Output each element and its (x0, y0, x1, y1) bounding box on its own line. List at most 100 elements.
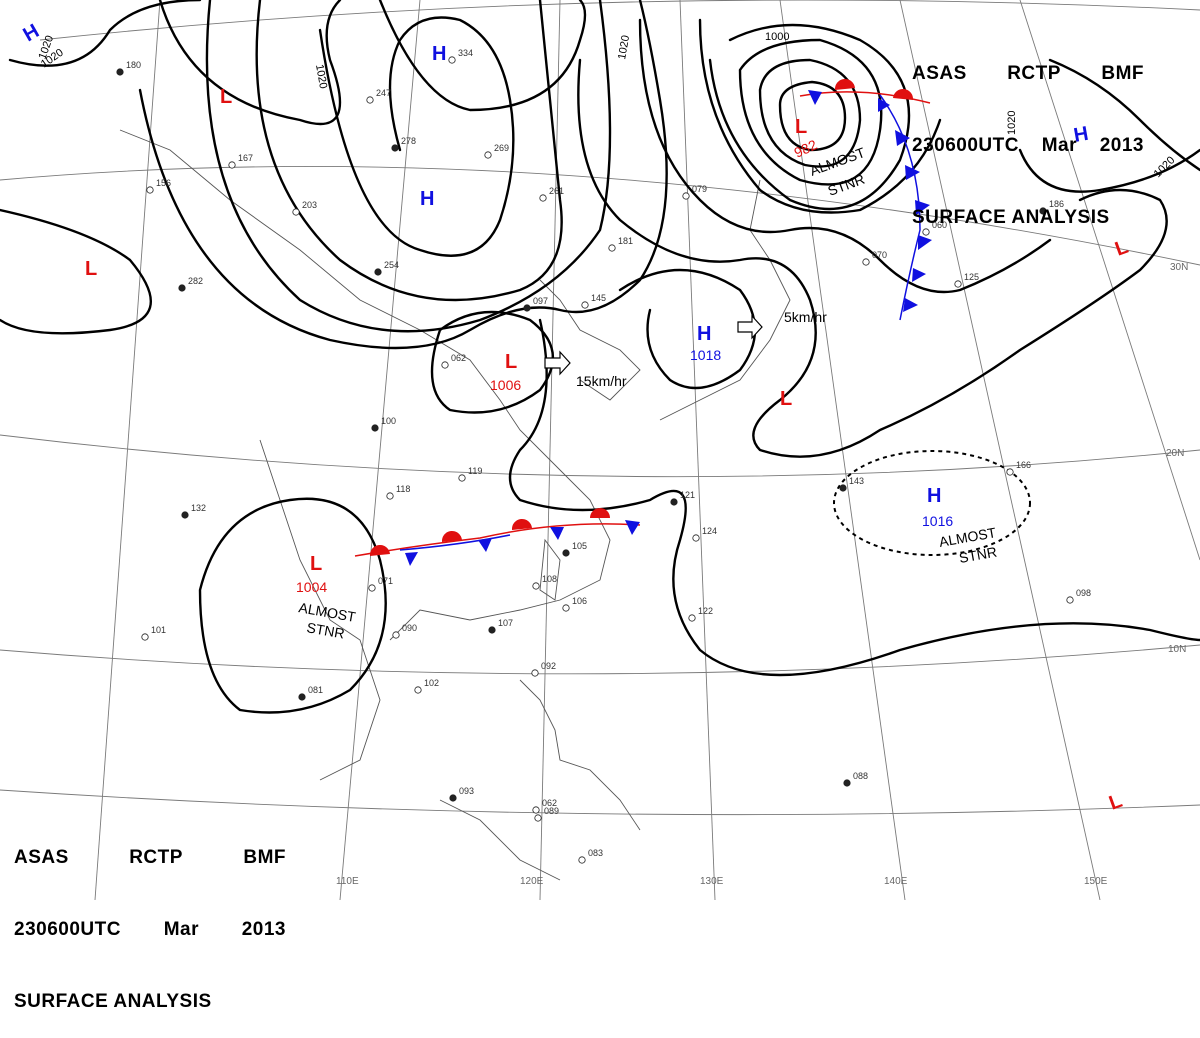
isobar (1018, 148, 1200, 193)
station-pressure-value: 098 (1076, 588, 1091, 598)
station-pressure-value: 121 (680, 490, 695, 500)
station-marker (116, 68, 124, 76)
station-marker (862, 258, 870, 266)
station-marker (368, 584, 376, 592)
surface-analysis-map: 1020 1020 1020 1000 1020 1020 H H H H H … (0, 0, 1200, 900)
station-pressure-value: 108 (542, 574, 557, 584)
warm-front-symbol (511, 518, 532, 530)
isobar-label: 1020 (313, 63, 329, 89)
station-marker (578, 856, 586, 864)
cold-front-symbol (808, 90, 822, 105)
station-marker (534, 814, 542, 822)
isobar (577, 58, 1168, 458)
isobar (778, 80, 847, 152)
low-pressure-center: L (780, 388, 792, 410)
coastline-korea (539, 279, 641, 401)
cold-front-symbol (625, 520, 640, 535)
occluded-front (799, 78, 932, 321)
isobar (138, 0, 668, 350)
station-plots: 180 167 156 282 203 247 278 334 269 254 261 181 097 1… (116, 48, 1091, 864)
station-marker (228, 161, 236, 169)
isobar (0, 208, 153, 335)
station-marker (488, 626, 496, 634)
station-marker (682, 192, 690, 200)
station-pressure-value: 081 (308, 685, 323, 695)
station-marker (414, 686, 422, 694)
low-pressure-value: 982 (792, 136, 820, 160)
header-year: 2013 (1099, 135, 1144, 156)
station-pressure-value: 261 (549, 186, 564, 196)
low-pressure-center: L (220, 86, 232, 108)
station-marker (922, 228, 930, 236)
station-pressure-value: 097 (533, 296, 548, 306)
station-pressure-value: 107 (498, 618, 513, 628)
front-line-cold (399, 534, 511, 551)
warm-front-symbol (441, 530, 462, 542)
station-pressure-value: 105 (572, 541, 587, 551)
station-marker (146, 186, 154, 194)
isobar (198, 497, 387, 714)
isobar-label: 1020 (616, 34, 632, 60)
station-marker (1006, 468, 1014, 476)
cold-front-symbol (918, 235, 932, 250)
latitude-line-10n (0, 644, 1200, 675)
station-marker (539, 194, 547, 202)
latitude-label: 20N (1166, 448, 1184, 459)
station-marker (371, 424, 379, 432)
coastline-indochina (259, 439, 381, 781)
station-pressure-value: 180 (126, 60, 141, 70)
high-pressure-center: H (420, 188, 434, 210)
isobar (638, 18, 1052, 294)
motion-speed-label: 5km/hr (784, 309, 827, 325)
isobar (758, 58, 862, 168)
stationary-front (354, 508, 641, 566)
motion-speed-label: 15km/hr (576, 373, 627, 389)
station-marker (532, 582, 540, 590)
station-pressure-value: 089 (544, 806, 559, 816)
longitude-line-130e (679, 0, 716, 900)
header-month: Mar (163, 919, 199, 940)
isobar (205, 0, 612, 333)
header-title: SURFACE ANALYSIS (912, 207, 1110, 228)
header-year: 2013 (241, 919, 286, 940)
isobar-label: 1020 (1006, 111, 1018, 135)
station-marker (562, 549, 570, 557)
front-line (354, 523, 641, 557)
isobar (8, 0, 202, 67)
isobar (618, 268, 757, 390)
station-pressure-value: 100 (381, 416, 396, 426)
longitude-label: 140E (884, 876, 908, 887)
station-pressure-value: 125 (964, 272, 979, 282)
header-agency: ASAS (912, 63, 967, 84)
station-marker (141, 633, 149, 641)
header-line-2: 230600UTC Mar 2013 (912, 134, 1144, 158)
station-pressure-value: 102 (424, 678, 439, 688)
station-pressure-value: 119 (468, 466, 482, 476)
station-pressure-value: 062 (542, 798, 557, 808)
station-pressure-value: 247 (376, 88, 391, 98)
stnr-label: STNR (305, 619, 345, 641)
isobar (255, 0, 563, 302)
high-pressure-center: H (1072, 123, 1090, 147)
station-marker (562, 604, 570, 612)
header-code: BMF (1101, 63, 1144, 84)
station-pressure-value: 254 (384, 260, 399, 270)
station-pressure-value: 092 (541, 661, 556, 671)
longitude-label: 150E (1084, 876, 1108, 887)
high-pressure-value: 1016 (922, 513, 953, 529)
station-pressure-value: 118 (396, 484, 410, 494)
cold-front-symbol (878, 98, 890, 112)
latitude-line-0 (0, 789, 1200, 816)
station-marker (670, 498, 678, 506)
grid-labels: 30N 20N 10N 110E 120E 130E 140E 150E (336, 262, 1188, 887)
low-pressure-value: 1006 (490, 377, 521, 393)
latitude-line-30n (0, 166, 1200, 266)
warm-front-symbol (834, 78, 855, 90)
station-marker (692, 534, 700, 542)
coastline-philippines (519, 679, 641, 831)
station-pressure-value: 088 (853, 771, 868, 781)
station-marker (441, 361, 449, 369)
stnr-label: STNR (826, 171, 867, 199)
latitude-line-40n (39, 0, 1200, 41)
warm-front-symbol (893, 88, 914, 100)
